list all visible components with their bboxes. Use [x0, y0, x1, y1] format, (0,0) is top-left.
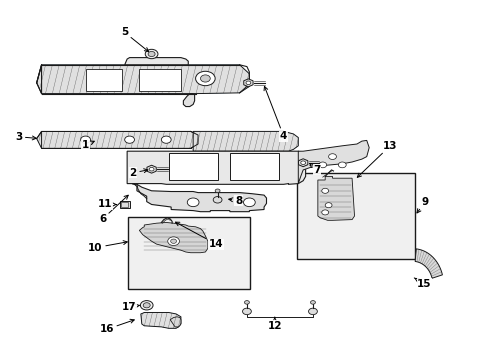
Text: 17: 17 [122, 302, 140, 312]
Circle shape [243, 198, 255, 207]
Circle shape [81, 136, 90, 143]
Text: 6: 6 [99, 195, 128, 224]
Polygon shape [124, 58, 188, 65]
Text: 2: 2 [129, 168, 147, 178]
Text: 4: 4 [264, 86, 287, 141]
Circle shape [325, 203, 331, 208]
Text: 12: 12 [267, 318, 282, 331]
Circle shape [145, 49, 158, 59]
Circle shape [167, 237, 179, 246]
Polygon shape [139, 222, 207, 253]
Circle shape [124, 136, 134, 143]
Circle shape [149, 167, 154, 171]
Polygon shape [193, 131, 298, 151]
Circle shape [195, 71, 215, 86]
Polygon shape [141, 312, 181, 328]
Circle shape [213, 197, 222, 203]
Polygon shape [37, 131, 198, 148]
Circle shape [338, 162, 346, 168]
Bar [128, 217, 250, 289]
Polygon shape [146, 165, 156, 173]
Circle shape [200, 75, 210, 82]
Circle shape [321, 210, 328, 215]
Text: 8: 8 [228, 195, 242, 206]
Circle shape [321, 188, 328, 193]
Polygon shape [193, 131, 298, 151]
Polygon shape [132, 184, 266, 212]
Polygon shape [183, 94, 194, 107]
Polygon shape [243, 79, 253, 87]
Bar [297, 173, 414, 259]
Bar [121, 202, 128, 207]
Polygon shape [37, 131, 198, 148]
Text: 7: 7 [309, 163, 320, 175]
Circle shape [140, 301, 153, 310]
Bar [120, 201, 129, 208]
Polygon shape [298, 159, 307, 167]
Circle shape [215, 189, 220, 193]
Text: 1: 1 [82, 140, 94, 150]
Circle shape [244, 301, 249, 304]
Text: 5: 5 [121, 27, 148, 51]
Circle shape [300, 161, 305, 165]
Polygon shape [414, 249, 442, 278]
Text: 3: 3 [15, 132, 36, 142]
Circle shape [245, 81, 250, 85]
Circle shape [187, 198, 199, 207]
Polygon shape [298, 140, 368, 184]
Polygon shape [37, 65, 249, 94]
Polygon shape [37, 65, 249, 94]
Bar [229, 153, 278, 180]
Text: 11: 11 [98, 199, 116, 210]
Bar [85, 69, 122, 91]
Circle shape [170, 239, 176, 243]
Circle shape [308, 308, 317, 315]
Circle shape [161, 136, 171, 143]
Circle shape [318, 162, 326, 168]
Circle shape [310, 301, 315, 304]
Polygon shape [170, 317, 181, 327]
Text: 9: 9 [416, 197, 428, 213]
Text: 10: 10 [88, 241, 127, 253]
Text: 16: 16 [99, 319, 134, 334]
Text: 14: 14 [175, 222, 223, 249]
Circle shape [148, 51, 155, 57]
Polygon shape [141, 312, 181, 328]
Text: 13: 13 [357, 141, 397, 177]
Polygon shape [317, 176, 354, 220]
Bar [139, 69, 181, 91]
Circle shape [328, 154, 336, 159]
Circle shape [242, 308, 251, 315]
Polygon shape [127, 151, 305, 184]
Text: 15: 15 [413, 278, 431, 289]
Bar [168, 153, 217, 180]
Circle shape [143, 303, 150, 308]
